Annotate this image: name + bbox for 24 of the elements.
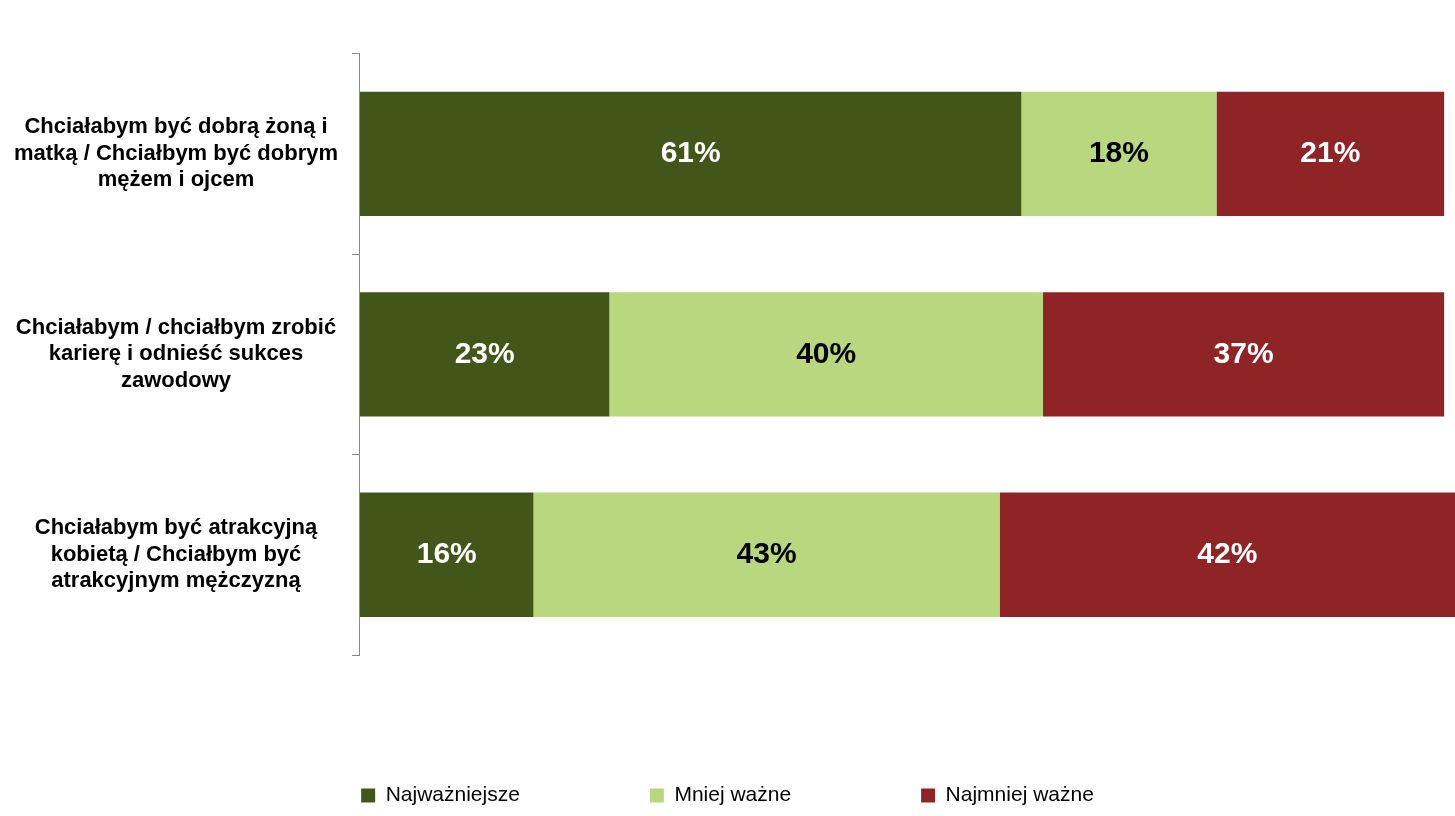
data-label: 21% [1300, 135, 1361, 169]
bar [999, 492, 1455, 617]
legend-label: Najmniej ważne [945, 782, 1094, 806]
data-label: 23% [454, 335, 515, 369]
data-label: 40% [796, 335, 857, 369]
bar [1216, 91, 1445, 216]
bar [1043, 292, 1445, 417]
data-label: 18% [1088, 135, 1149, 169]
data-label: 61% [660, 135, 721, 169]
bar [360, 292, 610, 417]
y-tick-label: Chciałabym być dobrą żoną i matką / Chciałbym być dobrym mężem i ojcem [14, 113, 338, 192]
legend-label: Najważniejsze [385, 782, 520, 806]
y-tick-label: Chciałabym być atrakcyjną kobietą / Chciałbym być atrakcyjnym mężczyzną [34, 514, 318, 593]
data-label: 42% [1197, 536, 1258, 570]
y-tick-label: Chciałabym / chciałbym zrobić karierę i odnieść sukces zawodowy [15, 313, 337, 392]
legend-label: Mniej ważne [674, 782, 792, 806]
bar [533, 492, 1000, 617]
bar [360, 492, 534, 617]
data-label: 16% [416, 536, 477, 570]
data-label: 37% [1213, 335, 1274, 369]
data-label: 43% [736, 536, 797, 570]
bar [360, 91, 1022, 216]
bar [1021, 91, 1217, 216]
bar [609, 292, 1044, 417]
